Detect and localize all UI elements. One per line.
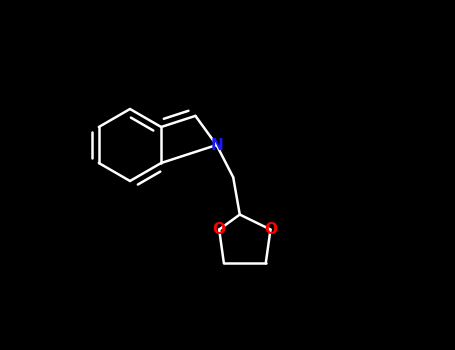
Text: O: O (264, 222, 277, 237)
Text: N: N (210, 138, 223, 153)
Text: O: O (212, 222, 226, 237)
